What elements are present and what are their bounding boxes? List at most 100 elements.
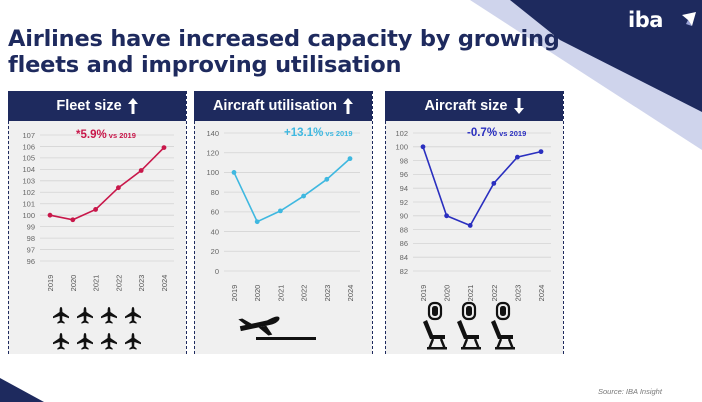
- series-line: [49, 147, 165, 221]
- aircraft-size-panel: Aircraft size 82 84 86 88 90 92 94 96 98 100 102 20…: [385, 91, 564, 354]
- panel-background: [8, 121, 186, 354]
- panel-border: [186, 91, 187, 354]
- seat-icon: [421, 301, 449, 351]
- y-tick-label: 105: [22, 154, 35, 163]
- data-point: [324, 176, 330, 182]
- panel-border: [194, 91, 195, 354]
- corner-accent-dark: [510, 0, 702, 112]
- airplane-icon: [125, 333, 141, 350]
- x-tick-label: 2023: [513, 285, 522, 301]
- y-tick-label: 96: [27, 257, 35, 266]
- y-tick-label: 20: [211, 247, 219, 256]
- y-tick-label: 92: [400, 198, 408, 207]
- data-point: [254, 219, 260, 225]
- change-suffix: vs 2019: [323, 129, 352, 138]
- change-annotation: *5.9% vs 2019: [76, 129, 136, 141]
- x-tick-label: 2020: [69, 275, 78, 292]
- y-tick-label: 102: [395, 129, 408, 138]
- panel-border: [563, 91, 564, 354]
- x-tick-label: 2023: [323, 285, 332, 301]
- data-point: [278, 208, 283, 214]
- x-tick-label: 2020: [253, 285, 262, 301]
- airplane-icon: [77, 333, 93, 350]
- aircraft-utilisation-chart: 0 20 40 60 80 100 120 140 2019 2020 2021 2022 2023 20…: [206, 127, 360, 301]
- x-tick-label: 2023: [137, 275, 146, 292]
- x-tick-label: 2019: [230, 285, 239, 301]
- y-tick-label: 60: [211, 208, 219, 217]
- y-tick-label: 88: [400, 225, 408, 234]
- corner-accent-bottom: [0, 378, 44, 402]
- seat-icon: [489, 301, 517, 351]
- y-tick-label: 100: [22, 211, 35, 220]
- y-tick-label: 106: [22, 142, 35, 151]
- x-tick-label: 2019: [419, 285, 428, 301]
- data-point: [467, 223, 473, 228]
- aircraft-size-chart: 82 84 86 88 90 92 94 96 98 100 102 2019 2020 2021 2022…: [395, 127, 551, 301]
- panel-title: Fleet size: [56, 98, 122, 114]
- slide-title: Airlines have increased capacity by grow…: [8, 26, 568, 78]
- data-point: [444, 213, 449, 219]
- data-point: [347, 156, 353, 162]
- seat-icons: [421, 301, 517, 351]
- fleet-size-chart: 96 97 98 99 100 101 102 103 104 105 106 107 2019 2020…: [22, 129, 174, 292]
- data-point: [70, 217, 76, 223]
- panel-border: [372, 91, 373, 354]
- title-line-1: Airlines have increased capacity by grow…: [8, 26, 560, 52]
- y-tick-label: 97: [27, 245, 35, 254]
- x-tick-label: 2019: [46, 275, 55, 292]
- change-annotation: -0.7% vs 2019: [467, 127, 526, 139]
- data-point: [47, 212, 53, 218]
- y-tick-label: 96: [400, 170, 408, 179]
- change-annotation: +13.1% vs 2019: [284, 127, 353, 139]
- y-tick-label: 100: [206, 168, 219, 177]
- x-tick-label: 2021: [466, 285, 475, 301]
- y-tick-label: 0: [215, 267, 219, 276]
- y-tick-label: 101: [22, 200, 35, 209]
- data-point: [138, 168, 144, 173]
- change-suffix: vs 2019: [107, 131, 136, 140]
- x-tick-label: 2021: [276, 285, 285, 301]
- y-tick-label: 102: [22, 188, 35, 197]
- y-tick-label: 94: [400, 184, 408, 193]
- arrow-up-icon: [127, 98, 138, 114]
- data-point: [161, 145, 167, 150]
- arrow-down-icon: [513, 98, 524, 114]
- data-point: [491, 180, 497, 186]
- source-note: Source: IBA Insight: [598, 387, 662, 396]
- airplane-icon: [125, 307, 141, 324]
- x-tick-label: 2022: [300, 285, 309, 301]
- airplane-icon: [101, 333, 117, 350]
- panel-title: Aircraft size: [424, 98, 508, 114]
- data-point: [301, 193, 306, 199]
- panel-border: [385, 91, 386, 354]
- y-tick-label: 103: [22, 177, 35, 186]
- panel-border: [8, 91, 9, 354]
- y-tick-label: 99: [27, 222, 35, 231]
- utilisation-icons: [238, 316, 316, 340]
- x-tick-label: 2022: [114, 275, 123, 292]
- x-tick-label: 2021: [92, 275, 101, 292]
- x-tick-label: 2020: [443, 285, 452, 301]
- y-tick-label: 107: [22, 131, 35, 140]
- seat-icon: [455, 301, 483, 351]
- airplane-icon: [53, 307, 69, 324]
- y-tick-label: 104: [22, 165, 35, 174]
- change-suffix: vs 2019: [497, 129, 526, 138]
- x-tick-label: 2024: [160, 275, 169, 292]
- y-tick-label: 120: [206, 149, 219, 158]
- change-value: -0.7%: [467, 127, 497, 139]
- x-tick-label: 2022: [490, 285, 499, 301]
- panel-header: Fleet size: [8, 91, 186, 121]
- change-value: +13.1%: [284, 127, 323, 139]
- y-tick-label: 84: [400, 253, 408, 262]
- data-point: [515, 154, 520, 160]
- change-value: *5.9%: [76, 129, 107, 141]
- logo-mark-icon: [682, 12, 696, 26]
- title-line-2: fleets and improving utilisation: [8, 52, 402, 78]
- y-tick-label: 90: [400, 212, 408, 221]
- aircraft-utilisation-panel: Aircraft utilisation 0 20 40 60 80 100 120 140 2…: [194, 91, 373, 354]
- fleet-size-panel: Fleet size 96 97 98 99 100 101 102 103 104 105 106…: [8, 91, 187, 354]
- data-point: [420, 144, 426, 150]
- panel-title: Aircraft utilisation: [212, 98, 338, 114]
